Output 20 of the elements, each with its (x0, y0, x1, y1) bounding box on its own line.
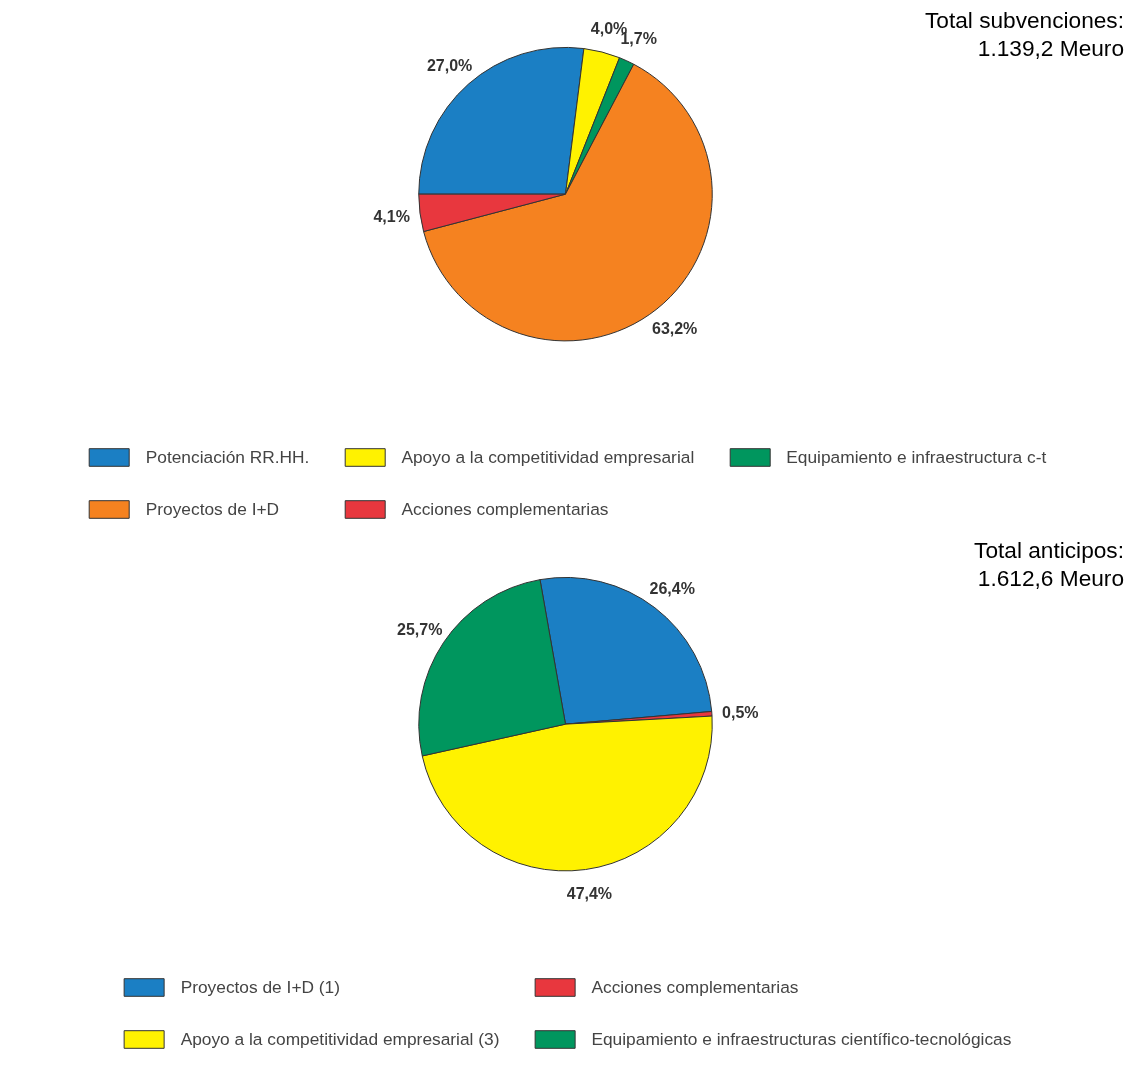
legend-label: Proyectos de I+D (1) (180, 976, 341, 998)
text: 1.612,6 Meuro (977, 565, 1124, 592)
legend-label: Acciones complementarias (401, 498, 609, 520)
text: Total anticipos: (974, 536, 1124, 563)
data-label: 4,1% (373, 207, 410, 225)
text: Total subvenciones: (924, 6, 1124, 33)
legend-label: Acciones complementarias (591, 976, 799, 998)
data-label: 27,0% (426, 57, 473, 75)
legend-label: Equipamiento e infraestructuras científico-tecnológicas (591, 1028, 1012, 1050)
data-label: 0,5% (722, 703, 759, 721)
legend-label: Apoyo a la competitividad empresarial (401, 446, 695, 468)
text: 1.139,2 Meuro (977, 35, 1124, 62)
legend-label: Potenciación RR.HH. (145, 446, 310, 468)
data-label: 47,4% (566, 885, 613, 903)
legend-label: Proyectos de I+D (145, 498, 280, 520)
legend-label: Apoyo a la competitividad empresarial (3) (180, 1028, 500, 1050)
data-label: 25,7% (397, 620, 443, 638)
legend-label: Equipamiento e infraestructura c-t (786, 446, 1047, 468)
data-label: 26,4% (649, 579, 695, 597)
data-label: 63,2% (651, 319, 698, 337)
